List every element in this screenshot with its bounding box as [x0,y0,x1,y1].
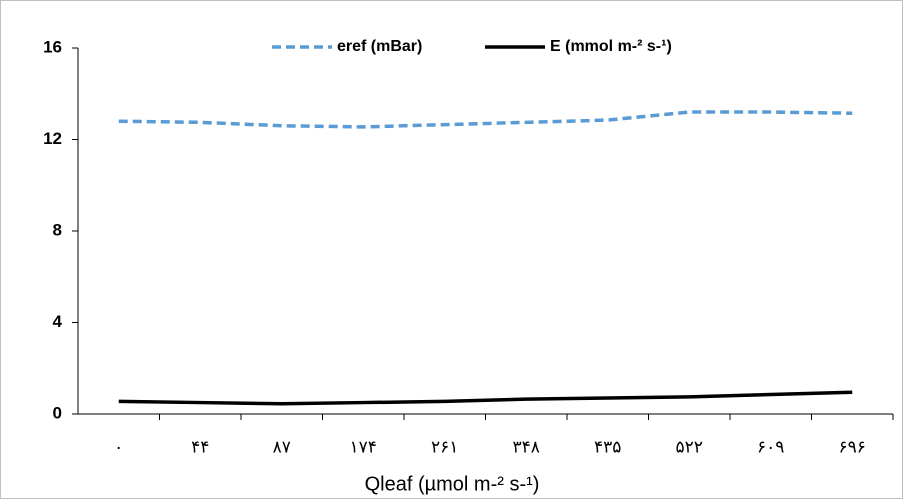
legend-label: E (mmol m-² s-¹) [550,38,672,55]
x-tick-label: ۴۳۵ [594,437,621,456]
legend-label: eref (mBar) [337,38,422,55]
x-tick-label: ۶۹۶ [839,437,866,456]
x-tick-label: ۵۲۲ [676,437,703,456]
y-tick-label: 0 [53,403,62,422]
x-tick-label: ۰ [114,437,123,456]
x-tick-label: ۸۷ [273,437,291,456]
x-tick-label: ۲۶۱ [431,437,458,456]
x-tick-label: ۴۴ [191,437,209,456]
series-line [118,390,853,406]
series-line [118,110,853,129]
y-tick-label: 16 [43,37,62,56]
x-tick-label: ۶۰۹ [757,437,784,456]
x-tick-label: ۱۷۴ [350,437,377,456]
y-tick-label: 8 [53,220,62,239]
x-tick-label: ۳۴۸ [513,437,540,456]
y-tick-label: 12 [43,129,62,148]
x-axis-title: Qleaf (µmol m-² s-¹) [365,473,540,495]
y-tick-label: 4 [53,312,63,331]
